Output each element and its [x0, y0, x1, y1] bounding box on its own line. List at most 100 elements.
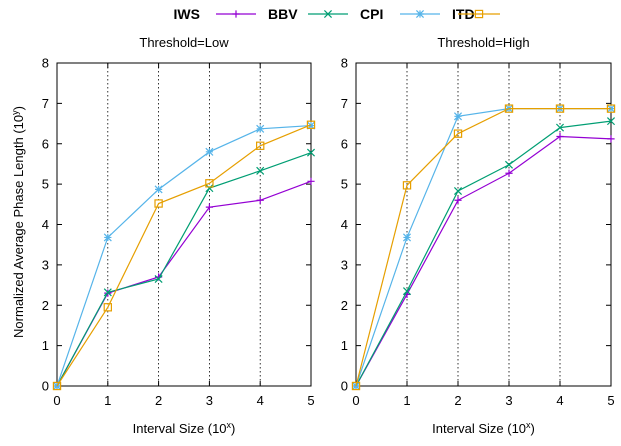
y-tick-label-high-2: 2 — [341, 298, 348, 313]
data-point-high-cpi-5 — [606, 117, 616, 126]
panel-title-high: Threshold=High — [437, 35, 529, 50]
legend-marker-bbv — [232, 10, 240, 18]
series-line-high-cpi — [355, 120, 612, 387]
series-high-iws — [351, 104, 616, 391]
x-tick-label-high-5: 5 — [607, 393, 614, 408]
x-axis-label-tail-low: ) — [231, 421, 235, 436]
data-point-low-iws-5 — [306, 120, 316, 129]
x-tick-label-high-1: 1 — [403, 393, 410, 408]
data-point-high-iws-1 — [402, 181, 412, 190]
data-point-high-iws-0 — [351, 381, 361, 391]
data-point-low-cpi-3 — [205, 184, 214, 193]
y-tick-label-high-6: 6 — [341, 136, 348, 151]
series-line-low-cpi — [56, 152, 312, 387]
y-axis-label: Normalized Average Phase Length (10y) — [10, 106, 26, 338]
y-tick-label-high-8: 8 — [341, 56, 348, 71]
legend-marker-iws — [474, 9, 484, 19]
legend-swatch-iws — [458, 9, 500, 19]
series-low-cpi — [52, 148, 316, 391]
x-axis-label-tail-high: ) — [531, 421, 535, 436]
data-point-low-bbv-4 — [256, 196, 264, 204]
series-line-high-iws — [355, 108, 611, 387]
data-point-low-bbv-3 — [205, 203, 213, 211]
data-point-low-iws-4 — [256, 141, 265, 150]
x-tick-label-low-4: 4 — [257, 393, 264, 408]
series-high-bbv — [352, 132, 615, 390]
x-tick-label-low-5: 5 — [307, 393, 314, 408]
series-line-low-bbv — [56, 180, 312, 387]
data-point-high-cpi-1 — [402, 287, 412, 296]
plot-frame-low — [56, 62, 312, 387]
x-tick-label-low-0: 0 — [53, 393, 60, 408]
panel-title-low: Threshold=Low — [139, 35, 229, 50]
data-point-low-iws-2 — [154, 199, 163, 208]
x-axis-label-sup-low: x — [227, 420, 232, 430]
data-point-high-cpi-3 — [504, 160, 514, 169]
plot-frame-high — [355, 62, 612, 387]
y-tick-label-high-7: 7 — [341, 96, 348, 111]
y-tick-label-low-0: 0 — [42, 379, 49, 394]
y-axis-label-sup: y — [10, 110, 20, 115]
data-point-low-cpi-2 — [154, 274, 163, 284]
y-tick-label-low-2: 2 — [42, 298, 49, 313]
y-tick-label-low-3: 3 — [42, 257, 49, 272]
y-tick-label-low-6: 6 — [42, 136, 49, 151]
data-point-high-iws-3 — [504, 104, 514, 113]
data-point-low-cpi-4 — [256, 166, 265, 175]
data-point-low-bbv-5 — [307, 177, 315, 185]
y-tick-label-high-5: 5 — [341, 177, 348, 192]
legend-label-cpi: CPI — [360, 6, 383, 22]
data-point-high-iws-2 — [453, 129, 463, 138]
data-point-low-itd-1 — [103, 233, 112, 242]
legend-swatch-bbv — [216, 10, 256, 18]
data-point-high-bbv-4 — [556, 132, 564, 141]
data-point-low-cpi-1 — [103, 288, 112, 297]
series-low-itd — [52, 121, 316, 391]
data-point-high-cpi-2 — [453, 186, 463, 196]
series-line-high-itd — [355, 108, 611, 387]
data-point-low-iws-0 — [52, 381, 62, 391]
legend-title-iws: IWS — [174, 6, 200, 22]
data-point-low-itd-4 — [256, 124, 265, 133]
data-point-high-bbv-5 — [607, 135, 615, 143]
x-tick-label-low-2: 2 — [155, 393, 162, 408]
legend-marker-cpi — [323, 9, 333, 19]
data-point-high-iws-4 — [555, 104, 565, 113]
data-point-high-bbv-3 — [505, 169, 513, 177]
legend-swatch-cpi — [308, 9, 348, 19]
y-tick-label-low-7: 7 — [42, 96, 49, 111]
data-point-low-iws-1 — [103, 303, 112, 312]
x-axis-label-high: Interval Size (10x) — [432, 420, 535, 436]
y-tick-label-high-0: 0 — [341, 379, 348, 394]
legend-label-bbv: BBV — [268, 6, 298, 22]
y-tick-label-low-4: 4 — [42, 217, 49, 232]
x-axis-label-low: Interval Size (10x) — [133, 420, 236, 436]
y-axis-label-text: Normalized Average Phase Length (10 — [11, 115, 26, 338]
x-tick-label-high-2: 2 — [454, 393, 461, 408]
y-tick-label-low-1: 1 — [42, 338, 49, 353]
series-low-iws — [52, 120, 316, 391]
x-axis-label-text-high: Interval Size (10 — [432, 421, 526, 436]
data-point-low-itd-5 — [306, 121, 316, 130]
y-tick-label-high-4: 4 — [341, 217, 348, 232]
series-line-low-iws — [56, 124, 312, 387]
series-line-low-itd — [56, 124, 312, 387]
x-tick-label-low-3: 3 — [206, 393, 213, 408]
data-point-low-itd-2 — [154, 185, 163, 194]
y-tick-label-high-3: 3 — [341, 257, 348, 272]
data-point-high-iws-5 — [606, 104, 616, 113]
x-tick-label-high-4: 4 — [556, 393, 563, 408]
data-point-high-bbv-2 — [454, 196, 462, 204]
x-axis-label-text-low: Interval Size (10 — [133, 421, 227, 436]
series-high-cpi — [351, 117, 616, 391]
x-tick-label-high-3: 3 — [505, 393, 512, 408]
data-point-high-itd-2 — [453, 112, 463, 121]
legend-marker-itd — [415, 9, 425, 19]
data-point-high-itd-1 — [402, 233, 412, 242]
legend-swatch-itd — [400, 9, 440, 19]
x-tick-label-low-1: 1 — [104, 393, 111, 408]
x-tick-label-high-0: 0 — [352, 393, 359, 408]
data-point-low-itd-3 — [205, 147, 214, 156]
